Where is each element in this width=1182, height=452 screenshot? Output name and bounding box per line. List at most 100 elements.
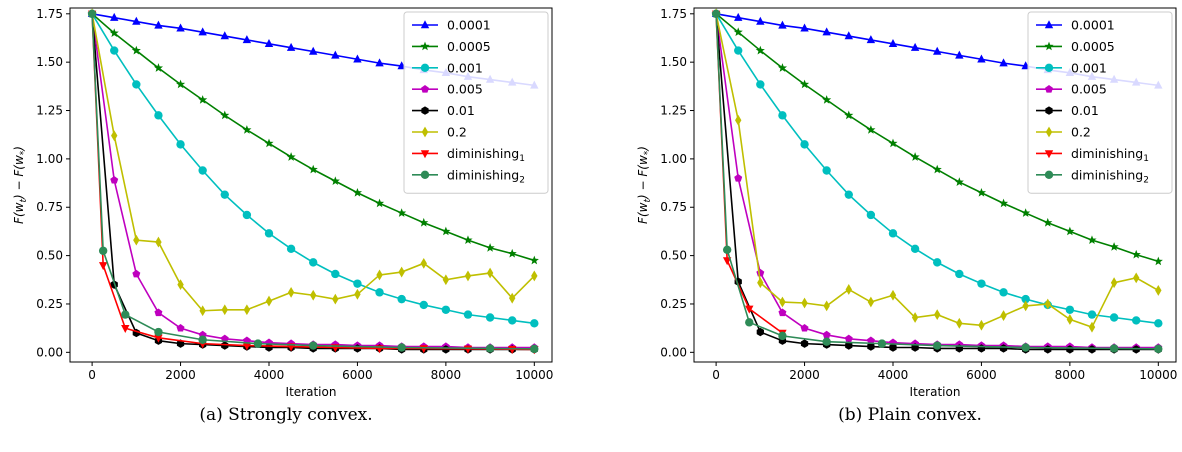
y-axis-label: F(wt) − F(w*) [636,146,653,224]
data-point [98,262,108,271]
plot-area [87,8,539,355]
data-point [822,166,831,175]
data-point [131,45,141,55]
data-point [309,341,318,350]
data-point [1000,310,1007,321]
data-point [441,305,451,314]
caption-plain-convex: (b) Plain convex. [838,405,982,425]
data-point [866,35,876,44]
data-point [155,236,162,248]
data-point [955,269,964,279]
data-point [110,12,119,21]
figure-plain-convex: 0 2000 4000 6000 8000 10000 0.00 0.25 0.50 0.75 1.… [630,0,1182,452]
data-point [844,190,853,199]
data-point [111,130,118,142]
series-7 [711,9,1163,354]
y-tick-label: 0.50 [660,249,687,263]
legend-item: 0.0005 [412,39,491,54]
data-point [889,343,897,352]
legend: 0.0001 0.0005 0.001 0.005 0.01 0.2 diminishing… [403,11,549,194]
legend-label: 0.005 [1071,82,1107,97]
data-point [109,28,119,38]
data-point [286,42,296,51]
legend-label: diminishing1 [1071,146,1149,164]
data-point [956,317,963,329]
y-tick-label: 1.00 [36,152,63,166]
data-point [877,339,887,348]
y-tick-label: 0.75 [660,200,687,214]
data-point [755,45,765,55]
legend-item: 0.2 [412,125,467,140]
data-point [463,235,473,245]
legend-marker [1045,126,1053,138]
data-point [265,295,273,307]
data-point [354,288,361,300]
data-point [110,46,119,55]
data-point [221,341,229,350]
data-point [1133,272,1140,284]
data-point [800,23,809,32]
legend-item: 0.005 [412,82,483,97]
data-point [420,257,427,269]
data-point [910,244,920,254]
data-point [1065,305,1075,314]
data-point [1087,235,1097,245]
data-point [745,305,754,314]
legend-label: diminishing2 [447,167,525,185]
legend-marker [421,126,429,138]
legend-label: 0.2 [1071,125,1091,140]
data-point [733,27,743,37]
data-point [977,279,986,288]
data-point [800,339,809,348]
data-point [110,175,119,184]
data-point [485,243,495,252]
data-point [132,269,141,278]
legend-marker [420,63,430,72]
data-point [933,341,942,350]
data-point [286,152,296,161]
data-point [242,125,252,134]
legend-marker [1044,170,1054,179]
data-point [375,58,384,67]
data-point [242,35,252,44]
x-tick-label: 10000 [515,368,553,382]
legend-marker [1044,20,1054,29]
legend-label: diminishing2 [1071,167,1149,185]
axes-frame [69,7,553,363]
series-7 [87,9,539,354]
data-point [734,174,743,182]
x-tick-label: 0 [88,368,96,382]
data-point [176,140,185,149]
data-point [243,304,251,316]
data-point [287,286,295,298]
data-point [999,58,1008,67]
data-point [486,267,494,279]
legend-item: 0.0005 [1036,39,1115,54]
data-point [998,198,1009,208]
series-2 [87,9,539,328]
legend-item: diminishing1 [412,146,525,164]
legend-label: 0.001 [1071,60,1107,75]
data-point [332,293,339,305]
figure-strongly-convex: 0 2000 4000 6000 8000 10000 0.00 0.25 0.50 0.75 1.… [6,0,566,452]
data-point [154,20,163,29]
data-point [778,308,787,317]
data-point [419,300,428,310]
data-point [800,323,809,332]
data-point [198,27,207,36]
legend-marker [420,150,430,159]
data-point [441,226,451,236]
legend-item: 0.01 [1036,103,1099,118]
x-tick-label: 10000 [1139,368,1177,382]
legend-marker [420,41,430,51]
data-point [779,296,786,308]
data-point [757,277,764,289]
data-point [397,343,406,352]
axes-frame [693,7,1177,363]
data-point [177,279,184,291]
data-point [376,269,383,281]
data-point [734,12,743,21]
data-point [132,80,141,89]
data-point [910,42,920,51]
legend-label: 0.0001 [447,18,491,33]
